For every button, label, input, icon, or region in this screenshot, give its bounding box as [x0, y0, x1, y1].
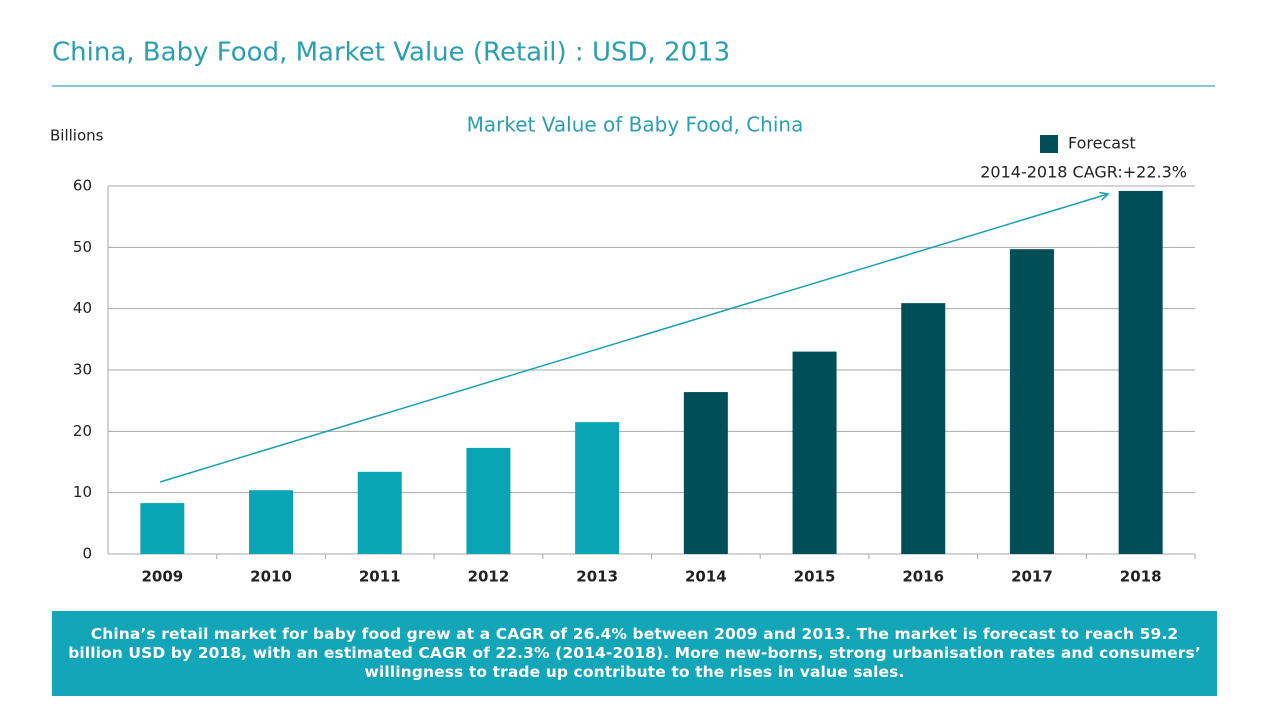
bar: [140, 503, 185, 554]
bar: [1009, 249, 1054, 554]
x-tick-label: 2017: [1011, 568, 1053, 586]
bar: [357, 471, 402, 554]
y-tick-label: 60: [73, 177, 92, 195]
y-tick-label: 40: [73, 299, 92, 317]
summary-box: China’s retail market for baby food grew…: [52, 611, 1217, 696]
x-tick-label: 2016: [902, 568, 944, 586]
x-tick-label: 2011: [359, 568, 401, 586]
x-tick-label: 2012: [468, 568, 510, 586]
chart-title: Market Value of Baby Food, China: [467, 113, 804, 137]
x-tick-label: 2018: [1120, 568, 1162, 586]
y-axis-label: Billions: [50, 127, 104, 145]
y-tick-label: 50: [73, 238, 92, 256]
trend-arrow: [159, 194, 1108, 483]
legend-label: Forecast: [1068, 134, 1136, 153]
y-tick-label: 10: [73, 483, 92, 501]
y-tick-label: 20: [73, 422, 92, 440]
bar: [575, 422, 620, 554]
x-tick-label: 2013: [576, 568, 618, 586]
bar: [792, 351, 837, 554]
y-tick-label: 0: [82, 545, 92, 563]
page-title: China, Baby Food, Market Value (Retail) …: [52, 38, 730, 68]
bar: [1118, 190, 1163, 554]
x-tick-label: 2015: [794, 568, 836, 586]
bar: [683, 392, 728, 554]
x-tick-label: 2009: [141, 568, 183, 586]
y-tick-label: 30: [73, 361, 92, 379]
bar: [466, 447, 511, 554]
x-tick-label: 2014: [685, 568, 727, 586]
legend-swatch: [1040, 135, 1058, 153]
annotation: 2014-2018 CAGR:+22.3%: [980, 163, 1187, 182]
summary-text: China’s retail market for baby food grew…: [68, 625, 1201, 681]
bar: [249, 490, 294, 554]
bar: [901, 303, 946, 554]
x-tick-label: 2010: [250, 568, 292, 586]
